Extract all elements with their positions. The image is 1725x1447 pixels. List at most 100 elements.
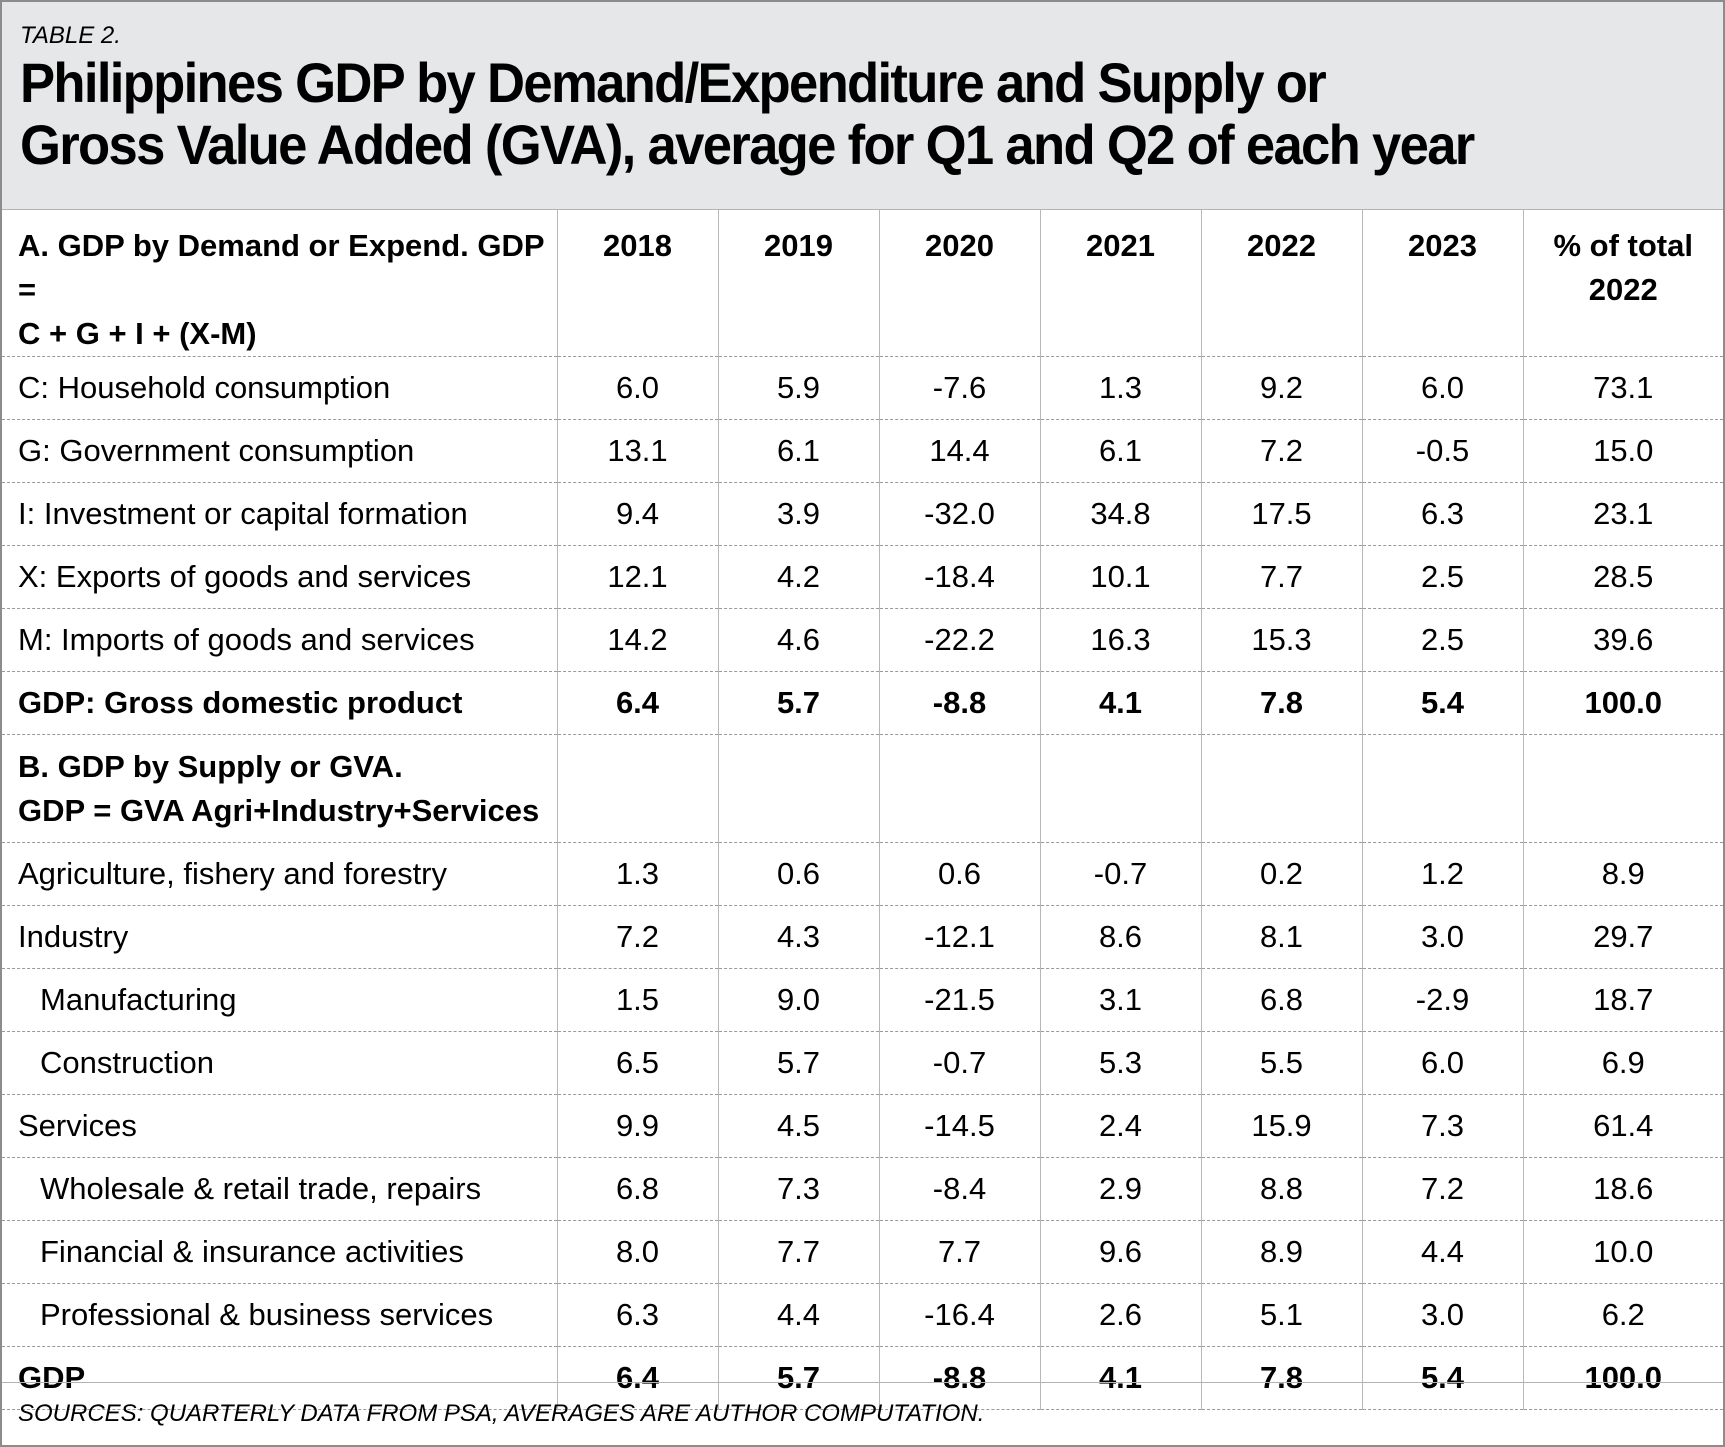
column-header-line: 2018	[603, 228, 672, 263]
table-title-line: Philippines GDP by Demand/Expenditure an…	[20, 51, 1327, 114]
value-cell: 12.1	[557, 545, 719, 609]
value-cell: 1.5	[557, 968, 719, 1032]
empty-cell	[718, 734, 880, 843]
value-cell: 6.0	[557, 356, 719, 420]
value-cell: 0.6	[879, 842, 1041, 906]
value-cell: 7.8	[1201, 1346, 1363, 1410]
table-row: Industry 7.2 4.3 -12.1 8.6 8.1 3.0 29.7	[2, 905, 1723, 969]
row-label: GDP: Gross domestic product	[2, 671, 558, 735]
value-cell: 9.9	[557, 1094, 719, 1158]
table-row: Agriculture, fishery and forestry 1.3 0.6 0…	[2, 842, 1723, 906]
value-cell: 7.3	[1362, 1094, 1524, 1158]
value-cell: 61.4	[1523, 1094, 1723, 1158]
column-header-line: 2021	[1086, 228, 1155, 263]
value-cell: 34.8	[1040, 482, 1202, 546]
value-cell: 0.2	[1201, 842, 1363, 906]
empty-cell	[1201, 734, 1363, 843]
value-cell: 8.9	[1523, 842, 1723, 906]
value-cell: 6.8	[1201, 968, 1363, 1032]
value-cell: 0.6	[718, 842, 880, 906]
value-cell: -12.1	[879, 905, 1041, 969]
source-note: SOURCES: QUARTERLY DATA FROM PSA, AVERAG…	[2, 1382, 1723, 1445]
value-cell: 1.3	[557, 842, 719, 906]
value-cell: 6.9	[1523, 1031, 1723, 1095]
value-cell: 2.6	[1040, 1283, 1202, 1347]
value-cell: 6.1	[718, 419, 880, 483]
table-row: C: Household consumption 6.0 5.9 -7.6 1.3 9.2…	[2, 356, 1723, 420]
value-cell: 5.7	[718, 1031, 880, 1095]
value-cell: 15.3	[1201, 608, 1363, 672]
value-cell: 9.2	[1201, 356, 1363, 420]
row-label: Financial & insurance activities	[2, 1220, 558, 1284]
value-cell: 8.8	[1201, 1157, 1363, 1221]
value-cell: 5.1	[1201, 1283, 1363, 1347]
value-cell: 7.7	[1201, 545, 1363, 609]
value-cell: 100.0	[1523, 1346, 1723, 1410]
value-cell: 6.1	[1040, 419, 1202, 483]
column-header-line: 2020	[925, 228, 994, 263]
value-cell: 4.6	[718, 608, 880, 672]
value-cell: -18.4	[879, 545, 1041, 609]
value-cell: 6.8	[557, 1157, 719, 1221]
value-cell: 6.0	[1362, 356, 1524, 420]
row-label: G: Government consumption	[2, 419, 558, 483]
value-cell: 16.3	[1040, 608, 1202, 672]
value-cell: 4.3	[718, 905, 880, 969]
empty-cell	[1523, 734, 1723, 843]
total-row: GDP: Gross domestic product 6.4 5.7 -8.8 4.1…	[2, 671, 1723, 735]
value-cell: 1.3	[1040, 356, 1202, 420]
column-header-line: 2023	[1408, 228, 1477, 263]
value-cell: -22.2	[879, 608, 1041, 672]
value-cell: 23.1	[1523, 482, 1723, 546]
value-cell: 4.4	[1362, 1220, 1524, 1284]
table-row: Construction 6.5 5.7 -0.7 5.3 5.5 6.0 6.9	[2, 1031, 1723, 1095]
row-label: X: Exports of goods and services	[2, 545, 558, 609]
value-cell: 8.1	[1201, 905, 1363, 969]
value-cell: 5.7	[718, 671, 880, 735]
table-row: Services 9.9 4.5 -14.5 2.4 15.9 7.3 61.4	[2, 1094, 1723, 1158]
value-cell: 5.3	[1040, 1031, 1202, 1095]
row-label: Services	[2, 1094, 558, 1158]
column-header: 2023	[1362, 210, 1524, 357]
value-cell: 14.2	[557, 608, 719, 672]
value-cell: -8.4	[879, 1157, 1041, 1221]
column-header: % of total 2022	[1523, 210, 1723, 357]
row-label: Agriculture, fishery and forestry	[2, 842, 558, 906]
value-cell: 3.1	[1040, 968, 1202, 1032]
value-cell: 28.5	[1523, 545, 1723, 609]
value-cell: 6.4	[557, 671, 719, 735]
row-label: Wholesale & retail trade, repairs	[2, 1157, 558, 1221]
value-cell: 18.7	[1523, 968, 1723, 1032]
value-cell: 14.4	[879, 419, 1041, 483]
value-cell: 7.2	[557, 905, 719, 969]
value-cell: 4.5	[718, 1094, 880, 1158]
value-cell: 7.2	[1201, 419, 1363, 483]
value-cell: 73.1	[1523, 356, 1723, 420]
value-cell: 39.6	[1523, 608, 1723, 672]
value-cell: 6.0	[1362, 1031, 1524, 1095]
value-cell: 1.2	[1362, 842, 1524, 906]
empty-cell	[879, 734, 1041, 843]
table-row: M: Imports of goods and services 14.2 4.6-…	[2, 608, 1723, 672]
value-cell: 17.5	[1201, 482, 1363, 546]
value-cell: 18.6	[1523, 1157, 1723, 1221]
value-cell: 7.8	[1201, 671, 1363, 735]
value-cell: 6.3	[557, 1283, 719, 1347]
value-cell: 7.2	[1362, 1157, 1524, 1221]
table-label: TABLE 2.	[20, 22, 121, 49]
row-label: Construction	[2, 1031, 558, 1095]
header-label-line: A. GDP by Demand or Expend. GDP =	[18, 228, 544, 307]
value-cell: 5.9	[718, 356, 880, 420]
value-cell: 7.3	[718, 1157, 880, 1221]
row-label: Industry	[2, 905, 558, 969]
column-header-row: A. GDP by Demand or Expend. GDP = C + G +…	[2, 210, 1723, 357]
value-cell: 3.9	[718, 482, 880, 546]
value-cell: -14.5	[879, 1094, 1041, 1158]
section-label-line: B. GDP by Supply or GVA.	[18, 748, 403, 784]
value-cell: 13.1	[557, 419, 719, 483]
value-cell: 8.9	[1201, 1220, 1363, 1284]
section-label: B. GDP by Supply or GVA. GDP = GVA Agri+I…	[2, 734, 558, 843]
empty-cell	[1362, 734, 1524, 843]
value-cell: 15.0	[1523, 419, 1723, 483]
